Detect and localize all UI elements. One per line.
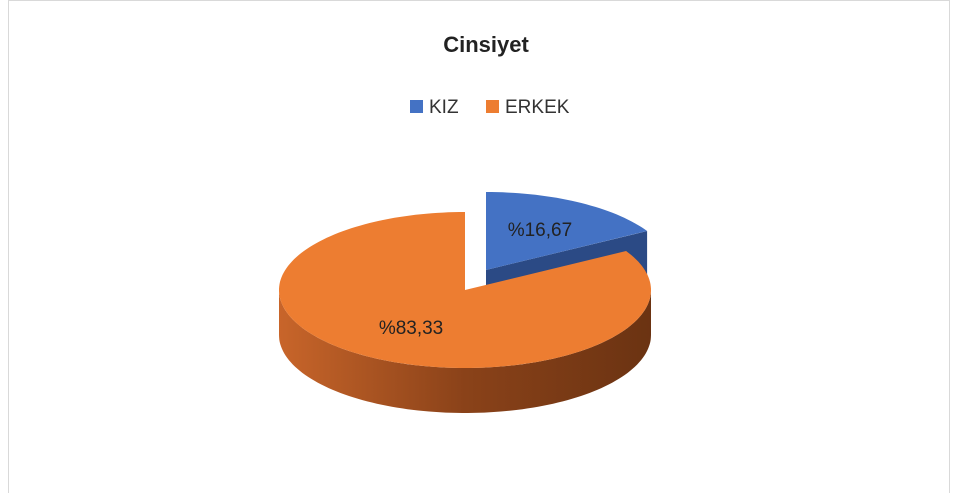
chart-border	[8, 0, 950, 498]
data-label: %16,67	[508, 220, 572, 241]
legend-swatch	[410, 100, 423, 113]
pie-slice	[279, 212, 651, 368]
data-label: %83,33	[379, 318, 443, 339]
pie-slice	[486, 192, 648, 270]
legend-label: ERKEK	[505, 97, 570, 118]
slice-side	[279, 290, 651, 413]
legend-label: KIZ	[429, 97, 459, 118]
legend-swatch	[486, 100, 499, 113]
chart-title: Cinsiyet	[443, 32, 529, 57]
